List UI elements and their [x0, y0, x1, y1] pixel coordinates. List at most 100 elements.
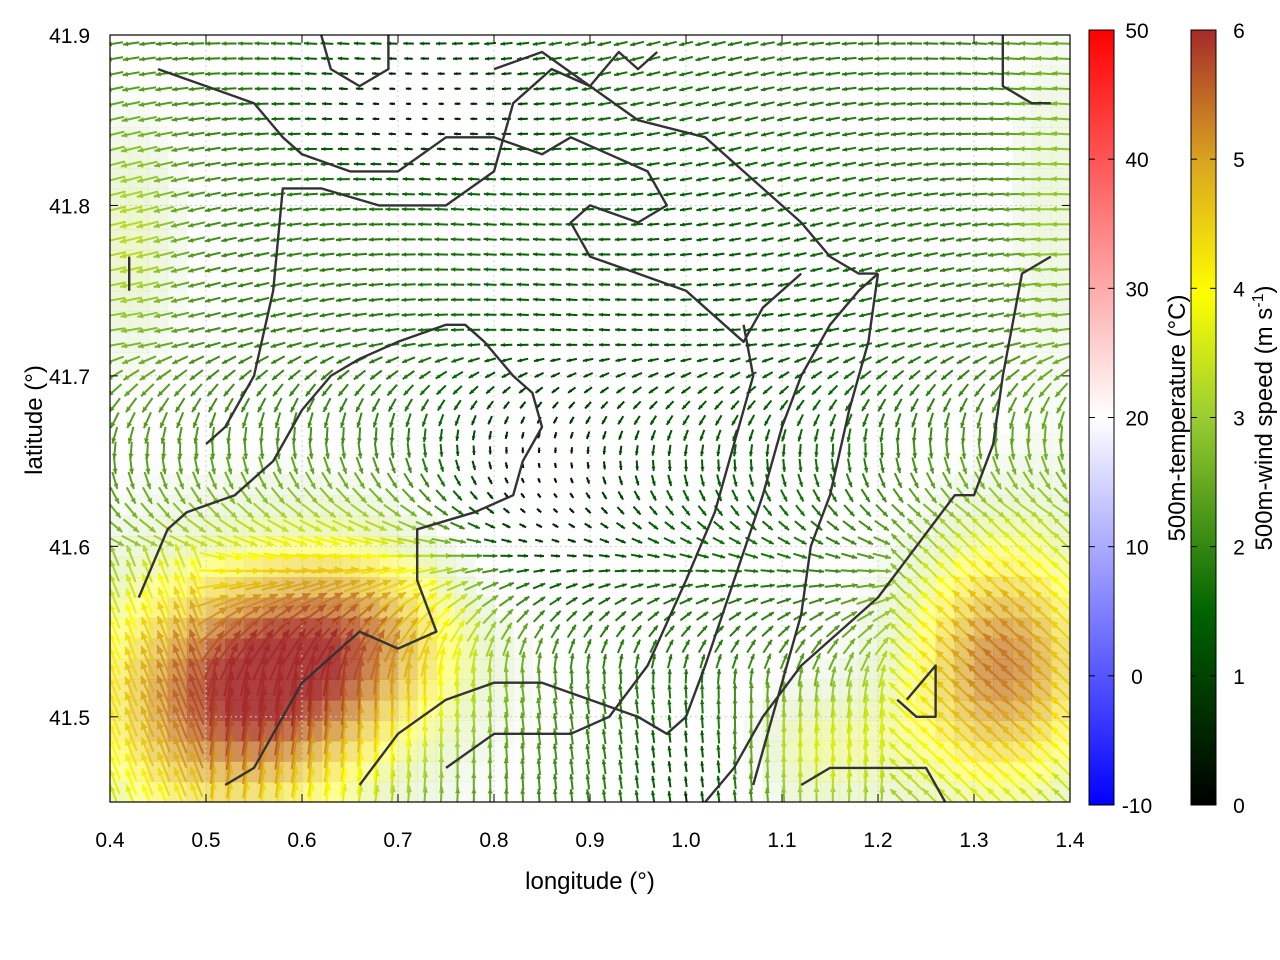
wind-arrow	[119, 250, 143, 259]
wind-arrow	[371, 56, 381, 61]
wind-arrow	[372, 117, 380, 121]
wind-arrow	[136, 175, 159, 183]
shading-cell	[206, 597, 226, 619]
shading-cell	[897, 127, 917, 148]
shading-cell	[417, 740, 437, 762]
shading-cell	[475, 352, 495, 373]
shading-cell	[858, 740, 879, 762]
wind-arrow	[173, 586, 187, 616]
wind-arrow	[161, 456, 167, 475]
shading-cell	[840, 45, 860, 66]
wind-arrow	[405, 87, 412, 91]
wind-arrow	[274, 456, 282, 475]
wind-arrow	[110, 536, 125, 547]
shading-cell	[494, 188, 514, 209]
wind-arrow	[273, 397, 283, 413]
wind-arrow	[405, 413, 412, 428]
wind-arrow	[270, 341, 286, 348]
shading-cell	[225, 66, 245, 87]
shading-cell	[744, 270, 764, 291]
wind-arrow	[252, 502, 271, 519]
shading-cell	[360, 250, 380, 271]
shading-cell	[705, 679, 725, 700]
wind-arrow	[400, 630, 417, 662]
wind-arrow	[368, 207, 383, 212]
wind-arrow	[355, 71, 365, 76]
wind-arrow	[383, 503, 402, 518]
wind-arrow	[306, 456, 315, 475]
shading-cell	[609, 618, 629, 639]
shading-cell	[609, 741, 629, 762]
wind-arrow	[272, 471, 284, 490]
wind-arrow	[370, 383, 382, 397]
wind-arrow	[303, 252, 319, 258]
shading-cell	[820, 45, 840, 66]
wind-arrow	[204, 281, 221, 288]
shading-cell	[187, 188, 207, 209]
wind-arrow	[218, 518, 240, 533]
shading-cell	[744, 761, 764, 782]
shading-cell	[1012, 45, 1032, 66]
wind-arrow	[237, 236, 254, 243]
wind-arrow	[119, 205, 143, 214]
shading-cell	[1070, 66, 1090, 87]
shading-cell	[667, 557, 687, 578]
wind-arrow	[245, 593, 279, 609]
wind-arrow	[157, 587, 171, 615]
shading-cell	[302, 434, 322, 455]
wind-arrow	[321, 383, 333, 397]
shading-cell	[724, 250, 744, 271]
wind-arrow	[287, 41, 302, 46]
shading-cell	[532, 475, 552, 496]
shading-cell	[801, 332, 821, 353]
shading-cell	[686, 148, 706, 169]
shading-cell	[801, 434, 821, 455]
wind-arrow	[338, 86, 348, 91]
wind-arrow	[385, 356, 400, 364]
wind-arrow	[174, 558, 186, 584]
wind-arrow	[122, 518, 140, 533]
wind-arrow	[221, 355, 237, 365]
shading-cell	[283, 332, 303, 353]
wind-arrow	[188, 146, 205, 152]
shading-cell	[1070, 413, 1090, 434]
shading-cell	[667, 393, 687, 414]
shading-cell	[648, 557, 668, 578]
shading-cell	[571, 148, 591, 169]
wind-arrow	[353, 369, 367, 381]
shading-cell	[705, 434, 725, 455]
wind-arrow	[204, 206, 221, 213]
shading-cell	[744, 659, 764, 680]
shading-cell	[1070, 475, 1090, 496]
shading-cell	[1070, 25, 1090, 46]
wind-arrow	[323, 412, 330, 429]
wind-arrow	[335, 282, 351, 288]
shading-cell	[532, 107, 552, 128]
shading-cell	[359, 699, 380, 721]
shading-cell	[417, 66, 437, 87]
wind-arrow	[119, 220, 143, 229]
shading-cell	[1012, 208, 1033, 230]
wind-arrow	[204, 116, 221, 122]
shading-cell	[129, 331, 149, 353]
wind-arrow	[158, 486, 170, 505]
wind-arrow	[119, 190, 143, 199]
shading-cell	[244, 556, 265, 578]
wind-arrow	[204, 296, 221, 303]
shading-cell	[993, 740, 1013, 762]
shading-cell	[916, 66, 936, 87]
shading-cell	[148, 331, 169, 353]
wind-arrow	[189, 585, 204, 617]
wind-arrow	[319, 237, 335, 242]
wind-arrow	[188, 643, 205, 680]
shading-cell	[820, 66, 840, 87]
wind-arrow	[304, 146, 317, 152]
wind-arrow	[277, 592, 312, 610]
wind-arrow	[403, 41, 414, 46]
wind-arrow	[136, 235, 159, 244]
wind-arrow	[172, 658, 188, 694]
shading-cell	[360, 270, 380, 291]
shading-cell	[840, 188, 860, 209]
wind-arrow	[153, 190, 174, 198]
shading-cell	[494, 679, 514, 701]
